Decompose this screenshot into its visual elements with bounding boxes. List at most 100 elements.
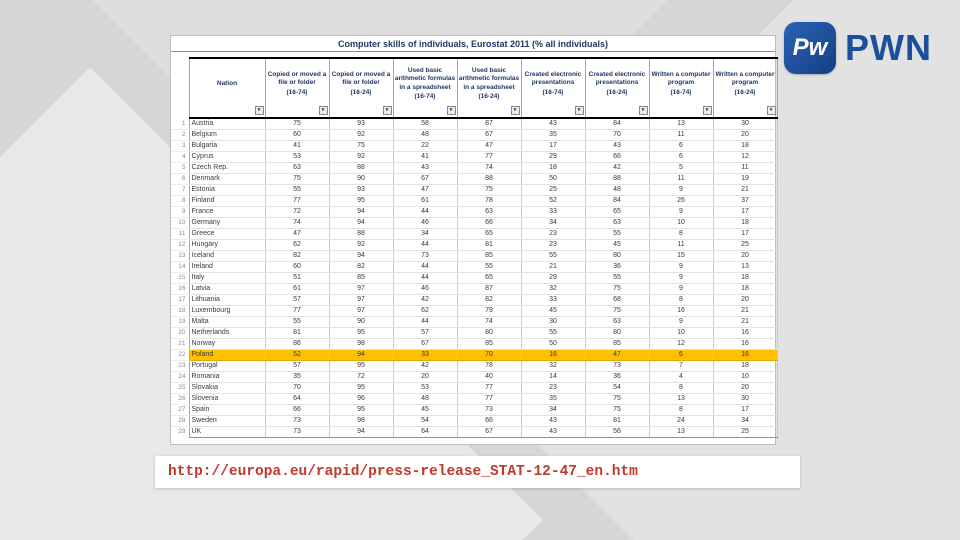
column-header: Created electronic presentations (16-74) ▾ <box>520 57 586 119</box>
row-number: 18 <box>171 305 189 317</box>
value-cell: 12 <box>712 151 778 163</box>
filter-dropdown-icon[interactable]: ▾ <box>318 106 328 115</box>
filter-dropdown-icon[interactable]: ▾ <box>254 106 264 115</box>
value-cell: 34 <box>712 415 778 427</box>
row-number: 26 <box>171 393 189 405</box>
value-cell: 61 <box>392 195 458 207</box>
value-cell: 11 <box>712 162 778 174</box>
value-cell: 16 <box>712 327 778 339</box>
value-cell: 85 <box>584 338 650 350</box>
value-cell: 66 <box>456 415 522 427</box>
value-cell: 93 <box>328 118 394 130</box>
table-row: 29 UK 73 94 64 67 43 56 13 25 <box>171 426 778 438</box>
row-number: 1 <box>171 118 189 130</box>
row-number: 27 <box>171 404 189 416</box>
value-cell: 8 <box>648 382 714 394</box>
row-number: 29 <box>171 426 189 437</box>
value-cell: 9 <box>648 272 714 284</box>
table-row: 14 Ireland 60 82 44 55 21 36 9 13 <box>171 261 778 273</box>
value-cell: 42 <box>392 294 458 306</box>
filter-dropdown-icon[interactable]: ▾ <box>702 106 712 115</box>
row-number: 19 <box>171 316 189 328</box>
table-body: 1 Austria 75 93 58 87 43 84 13 30 2 Belgium 60 92 48 67… <box>171 118 778 438</box>
nation-cell: Lithuania <box>188 294 266 306</box>
source-url-link[interactable]: http://europa.eu/rapid/press-release_STA… <box>168 464 638 480</box>
value-cell: 53 <box>392 382 458 394</box>
column-age-band: (16-74) <box>414 92 436 100</box>
nation-cell: Greece <box>188 228 266 240</box>
value-cell: 16 <box>520 349 586 361</box>
column-header-label: Used basic arithmetic formulas in a spre… <box>458 66 520 91</box>
value-cell: 22 <box>392 140 458 152</box>
value-cell: 77 <box>456 151 522 163</box>
value-cell: 87 <box>456 118 522 130</box>
filter-dropdown-icon[interactable]: ▾ <box>510 106 520 115</box>
value-cell: 86 <box>264 338 330 350</box>
value-cell: 64 <box>264 393 330 405</box>
value-cell: 30 <box>520 316 586 328</box>
filter-dropdown-icon[interactable]: ▾ <box>638 106 648 115</box>
value-cell: 79 <box>456 305 522 317</box>
nation-cell: Austria <box>188 118 266 130</box>
value-cell: 12 <box>648 338 714 350</box>
value-cell: 23 <box>520 239 586 251</box>
value-cell: 73 <box>456 404 522 416</box>
column-header: Created electronic presentations (16-24) ▾ <box>584 57 650 119</box>
row-number: 20 <box>171 327 189 339</box>
value-cell: 21 <box>712 305 778 317</box>
value-cell: 55 <box>264 184 330 196</box>
value-cell: 41 <box>264 140 330 152</box>
value-cell: 72 <box>264 206 330 218</box>
nation-cell: Germany <box>188 217 266 229</box>
table-row: 9 France 72 94 44 63 33 65 9 17 <box>171 206 778 218</box>
column-header-label: Copied or moved a file or folder <box>267 70 327 87</box>
row-number: 12 <box>171 239 189 251</box>
value-cell: 57 <box>264 360 330 372</box>
table-row: 15 Italy 51 85 44 65 29 55 9 18 <box>171 272 778 284</box>
value-cell: 18 <box>712 283 778 295</box>
value-cell: 55 <box>520 250 586 262</box>
value-cell: 17 <box>712 228 778 240</box>
value-cell: 13 <box>648 426 714 438</box>
filter-dropdown-icon[interactable]: ▾ <box>382 106 392 115</box>
filter-dropdown-icon[interactable]: ▾ <box>766 106 776 115</box>
value-cell: 70 <box>456 349 522 361</box>
column-header: Copied or moved a file or folder (16-24) ▾ <box>328 57 394 119</box>
table-row: 8 Finland 77 95 61 78 52 84 26 37 <box>171 195 778 207</box>
value-cell: 36 <box>584 371 650 383</box>
value-cell: 35 <box>520 129 586 141</box>
value-cell: 18 <box>712 272 778 284</box>
value-cell: 43 <box>520 426 586 438</box>
filter-dropdown-icon[interactable]: ▾ <box>574 106 584 115</box>
value-cell: 98 <box>328 415 394 427</box>
row-number: 23 <box>171 360 189 372</box>
value-cell: 24 <box>648 415 714 427</box>
column-header: Used basic arithmetic formulas in a spre… <box>456 57 522 119</box>
value-cell: 80 <box>456 327 522 339</box>
table-row: 25 Slovakia 70 95 53 77 23 54 8 20 <box>171 382 778 394</box>
value-cell: 63 <box>584 316 650 328</box>
value-cell: 54 <box>584 382 650 394</box>
value-cell: 13 <box>712 261 778 273</box>
table-row: 21 Norway 86 98 67 85 50 85 12 16 <box>171 338 778 350</box>
value-cell: 18 <box>712 217 778 229</box>
value-cell: 73 <box>584 360 650 372</box>
filter-dropdown-icon[interactable]: ▾ <box>446 106 456 115</box>
value-cell: 26 <box>648 195 714 207</box>
table-row: 3 Bulgaria 41 75 22 47 17 43 6 18 <box>171 140 778 152</box>
value-cell: 78 <box>456 195 522 207</box>
eurostat-skills-table: Nation ▾ Copied or moved a file or folder(… <box>171 57 778 438</box>
nation-cell: Bulgaria <box>188 140 266 152</box>
value-cell: 45 <box>392 404 458 416</box>
value-cell: 37 <box>712 195 778 207</box>
value-cell: 66 <box>264 404 330 416</box>
column-header-label: Created electronic presentations <box>524 70 582 87</box>
value-cell: 66 <box>584 151 650 163</box>
value-cell: 44 <box>392 316 458 328</box>
column-age-band: (16-24) <box>478 92 500 100</box>
value-cell: 9 <box>648 283 714 295</box>
value-cell: 78 <box>456 360 522 372</box>
value-cell: 17 <box>712 404 778 416</box>
row-number: 25 <box>171 382 189 394</box>
row-number: 3 <box>171 140 189 152</box>
